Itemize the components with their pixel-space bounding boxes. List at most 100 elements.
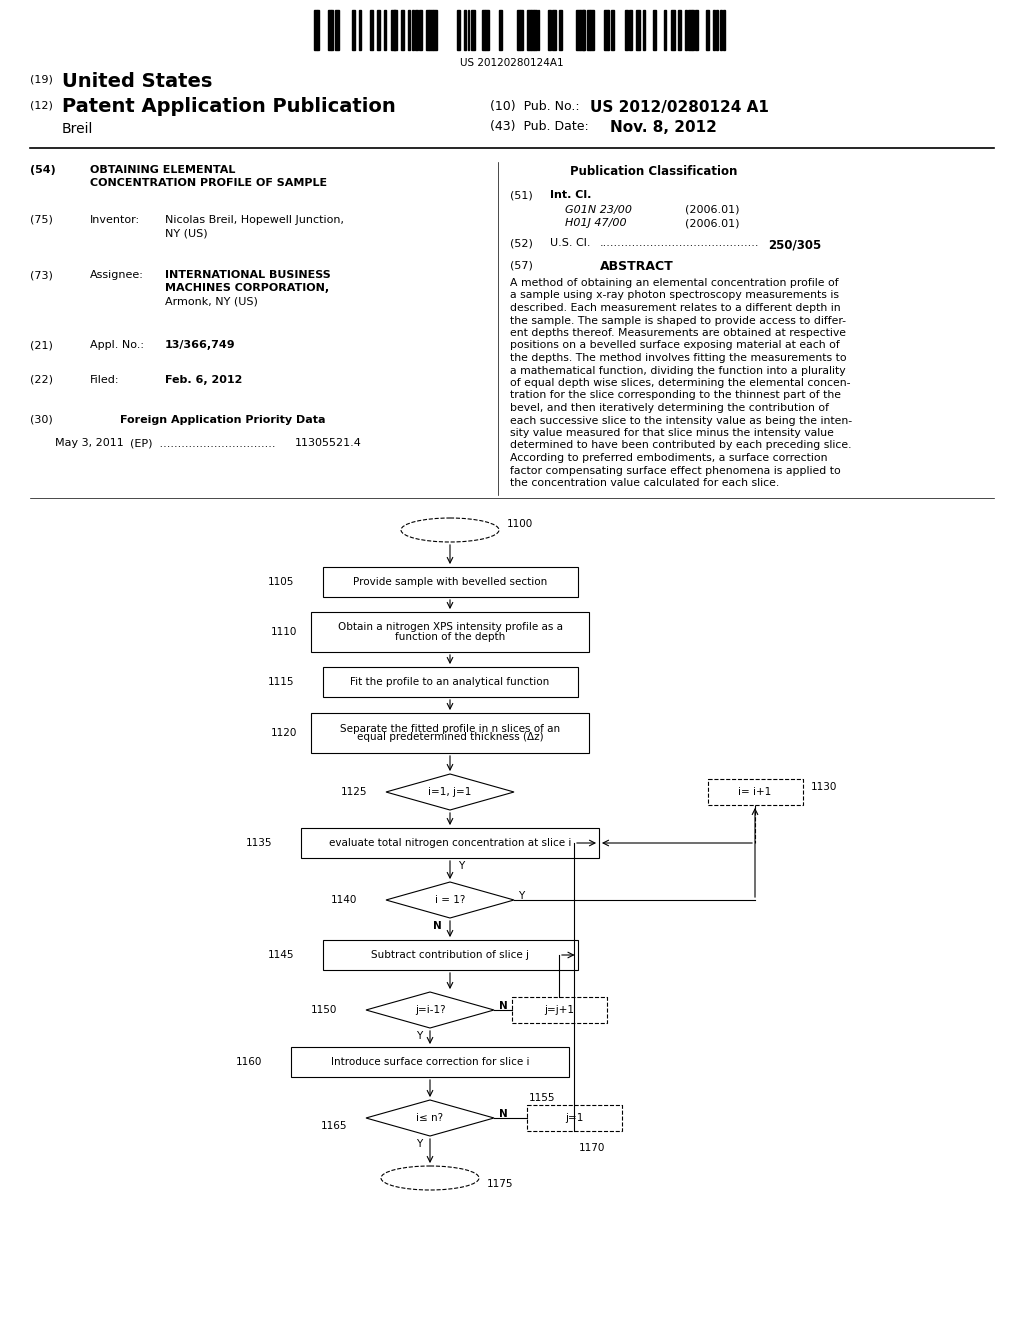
- Text: Y: Y: [416, 1031, 422, 1041]
- Bar: [653, 11, 656, 50]
- Text: Inventor:: Inventor:: [90, 215, 140, 224]
- Text: 1140: 1140: [331, 895, 357, 906]
- Text: Y: Y: [416, 1139, 422, 1148]
- Text: of equal depth wise slices, determining the elemental concen-: of equal depth wise slices, determining …: [510, 378, 851, 388]
- Bar: [671, 11, 675, 50]
- Bar: [301, 828, 599, 858]
- Bar: [629, 11, 632, 50]
- Bar: [604, 11, 608, 50]
- Text: Subtract contribution of slice j: Subtract contribution of slice j: [371, 950, 529, 960]
- Text: i= i+1: i= i+1: [738, 787, 772, 797]
- Text: H01J 47/00: H01J 47/00: [565, 218, 627, 228]
- Text: function of the depth: function of the depth: [395, 631, 505, 642]
- Text: United States: United States: [62, 73, 212, 91]
- Text: 1145: 1145: [267, 950, 294, 960]
- Bar: [552, 11, 556, 50]
- Text: (19): (19): [30, 75, 53, 84]
- Bar: [457, 11, 460, 50]
- Text: 11305521.4: 11305521.4: [295, 438, 361, 447]
- Text: a mathematical function, dividing the function into a plurality: a mathematical function, dividing the fu…: [510, 366, 846, 375]
- Bar: [485, 11, 488, 50]
- Text: G01N 23/00: G01N 23/00: [565, 205, 632, 215]
- Bar: [723, 11, 725, 50]
- Text: Y: Y: [458, 861, 464, 871]
- Bar: [713, 11, 715, 50]
- Text: Introduce surface correction for slice i: Introduce surface correction for slice i: [331, 1057, 529, 1067]
- Bar: [580, 11, 584, 50]
- Text: Nov. 8, 2012: Nov. 8, 2012: [610, 120, 717, 135]
- Polygon shape: [366, 1100, 494, 1137]
- Bar: [607, 11, 609, 50]
- Text: Separate the fitted profile in n slices of an: Separate the fitted profile in n slices …: [340, 723, 560, 734]
- Text: 13/366,749: 13/366,749: [165, 341, 236, 350]
- Text: 1115: 1115: [267, 677, 294, 686]
- Bar: [419, 11, 422, 50]
- Polygon shape: [386, 774, 514, 810]
- Bar: [534, 11, 538, 50]
- Text: Obtain a nitrogen XPS intensity profile as a: Obtain a nitrogen XPS intensity profile …: [338, 623, 562, 632]
- Text: Provide sample with bevelled section: Provide sample with bevelled section: [353, 577, 547, 587]
- Bar: [678, 11, 681, 50]
- Text: Foreign Application Priority Data: Foreign Application Priority Data: [120, 414, 326, 425]
- Bar: [328, 11, 331, 50]
- Bar: [625, 11, 628, 50]
- Text: (57): (57): [510, 260, 532, 271]
- Bar: [516, 11, 520, 50]
- Bar: [688, 11, 691, 50]
- Text: 1130: 1130: [811, 781, 837, 792]
- Bar: [548, 11, 551, 50]
- Bar: [291, 1047, 569, 1077]
- Bar: [432, 11, 437, 50]
- Text: According to preferred embodiments, a surface correction: According to preferred embodiments, a su…: [510, 453, 827, 463]
- Bar: [512, 997, 606, 1023]
- Text: 250/305: 250/305: [768, 238, 821, 251]
- Bar: [587, 11, 590, 50]
- Text: OBTAINING ELEMENTAL: OBTAINING ELEMENTAL: [90, 165, 236, 176]
- Bar: [390, 11, 395, 50]
- Bar: [590, 11, 594, 50]
- Text: j=j+1: j=j+1: [544, 1005, 574, 1015]
- Text: 1100: 1100: [507, 519, 534, 529]
- Text: CONCENTRATION PROFILE OF SAMPLE: CONCENTRATION PROFILE OF SAMPLE: [90, 178, 327, 187]
- Bar: [412, 11, 414, 50]
- Bar: [377, 11, 380, 50]
- Text: ent depths thereof. Measurements are obtained at respective: ent depths thereof. Measurements are obt…: [510, 327, 846, 338]
- Text: N: N: [499, 1001, 508, 1011]
- Text: determined to have been contributed by each preceding slice.: determined to have been contributed by e…: [510, 441, 852, 450]
- Bar: [331, 11, 333, 50]
- Bar: [317, 11, 319, 50]
- Text: (51): (51): [510, 190, 532, 201]
- Text: (2006.01): (2006.01): [685, 218, 739, 228]
- Text: i≤ n?: i≤ n?: [417, 1113, 443, 1123]
- Bar: [408, 11, 410, 50]
- Text: a sample using x-ray photon spectroscopy measurements is: a sample using x-ray photon spectroscopy…: [510, 290, 839, 301]
- Text: tration for the slice corresponding to the thinnest part of the: tration for the slice corresponding to t…: [510, 391, 841, 400]
- Text: MACHINES CORPORATION,: MACHINES CORPORATION,: [165, 282, 329, 293]
- Text: Armonk, NY (US): Armonk, NY (US): [165, 296, 258, 306]
- Text: ABSTRACT: ABSTRACT: [600, 260, 674, 273]
- Text: ............................................: ........................................…: [600, 238, 760, 248]
- Bar: [575, 11, 580, 50]
- Text: Publication Classification: Publication Classification: [570, 165, 737, 178]
- Polygon shape: [366, 993, 494, 1028]
- Bar: [611, 11, 614, 50]
- Bar: [499, 11, 503, 50]
- Bar: [311, 713, 589, 752]
- Bar: [359, 11, 361, 50]
- Text: 1105: 1105: [267, 577, 294, 587]
- Text: Fit the profile to an analytical function: Fit the profile to an analytical functio…: [350, 677, 550, 686]
- Text: Patent Application Publication: Patent Application Publication: [62, 96, 395, 116]
- Text: 1125: 1125: [341, 787, 368, 797]
- Ellipse shape: [381, 1166, 479, 1191]
- Bar: [684, 11, 687, 50]
- Text: (75): (75): [30, 215, 53, 224]
- Text: N: N: [499, 1109, 508, 1119]
- Text: (21): (21): [30, 341, 53, 350]
- Text: 1155: 1155: [528, 1093, 555, 1104]
- Text: Breil: Breil: [62, 121, 93, 136]
- Bar: [527, 11, 530, 50]
- Bar: [384, 11, 386, 50]
- Bar: [695, 11, 697, 50]
- Ellipse shape: [401, 517, 499, 543]
- Text: the concentration value calculated for each slice.: the concentration value calculated for e…: [510, 478, 779, 488]
